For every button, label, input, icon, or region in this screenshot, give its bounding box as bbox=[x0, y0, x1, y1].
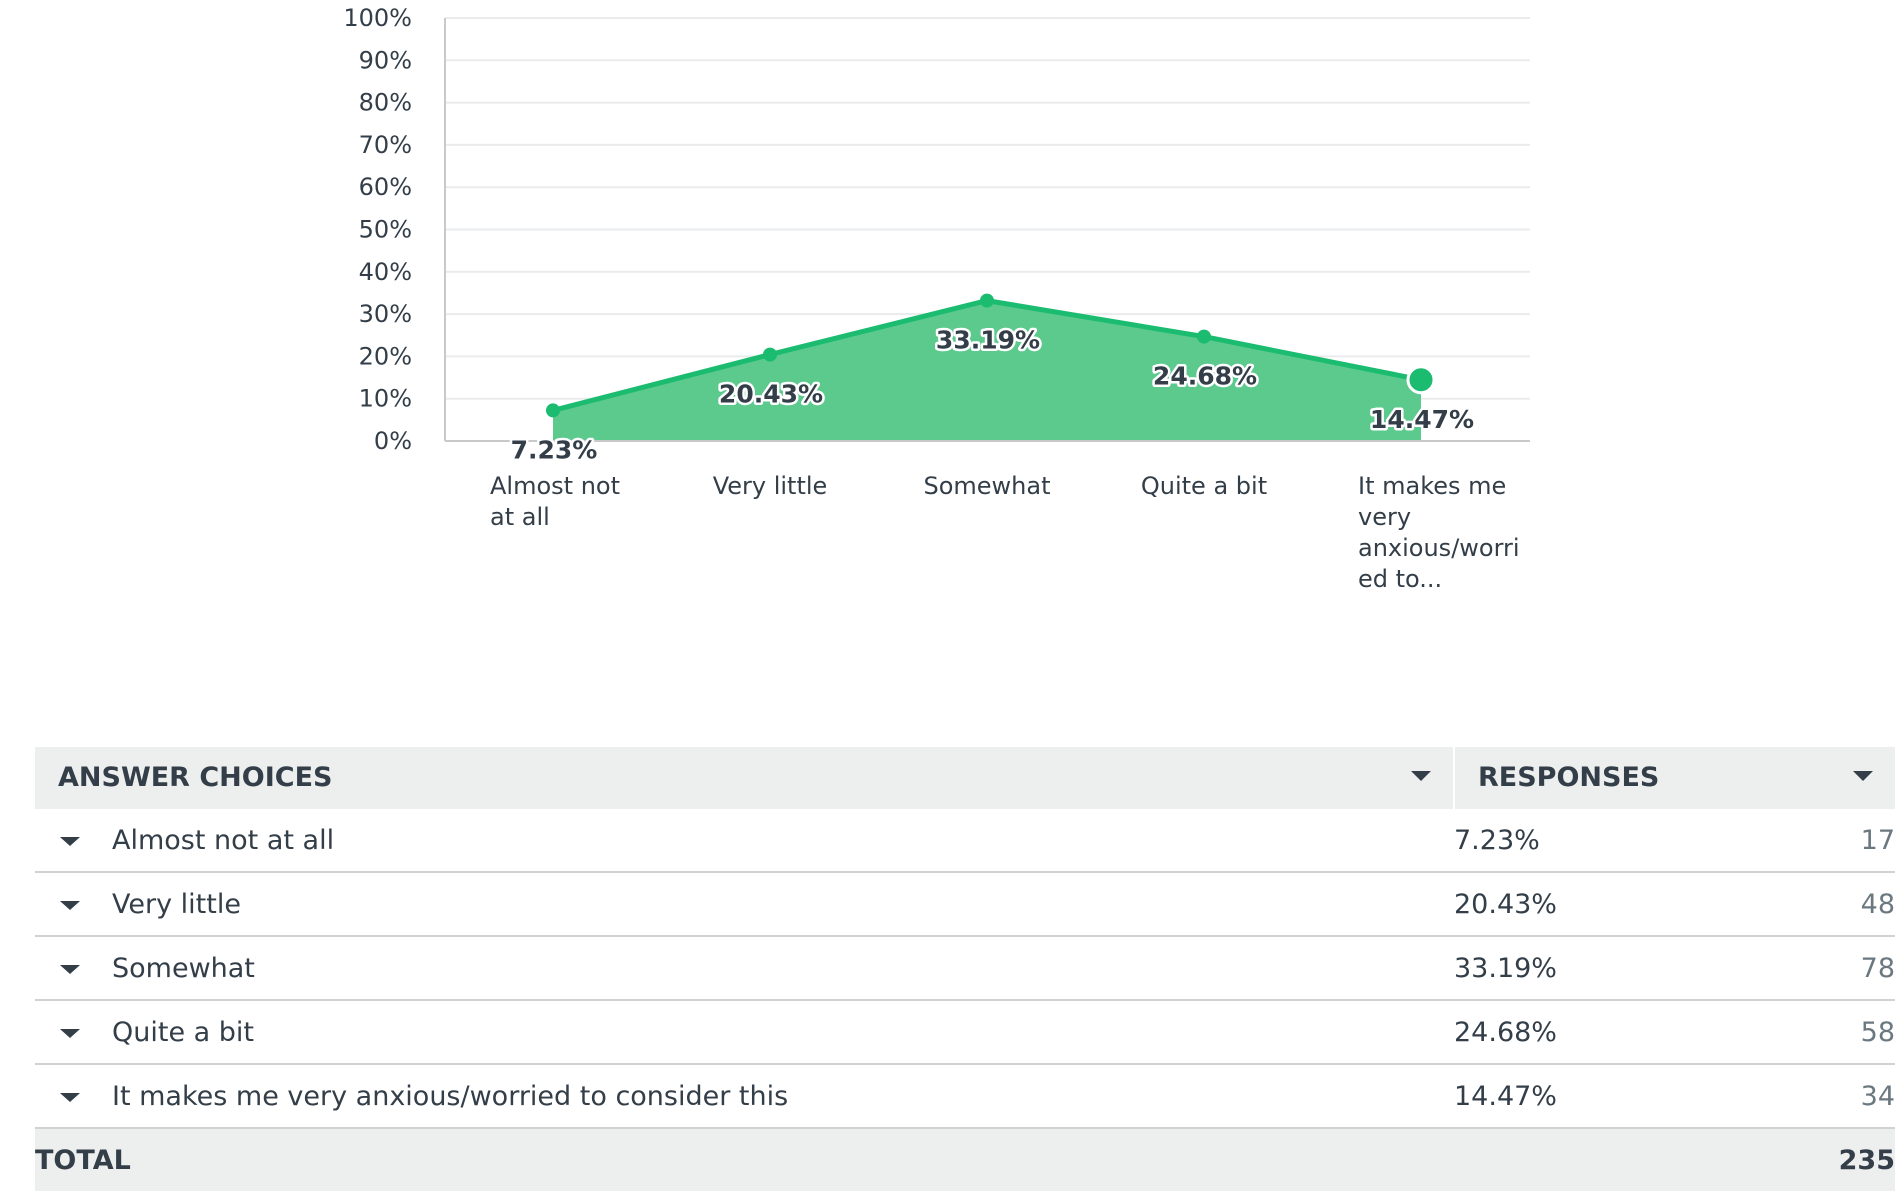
response-percent: 24.68% bbox=[1454, 1000, 1754, 1065]
x-tick-label: Almost not at all bbox=[490, 472, 620, 531]
response-count: 78 bbox=[1754, 936, 1895, 1001]
y-tick-label: 50% bbox=[359, 216, 412, 244]
expand-arrow-icon[interactable] bbox=[60, 1093, 80, 1102]
data-point bbox=[1406, 365, 1436, 395]
data-point bbox=[980, 293, 994, 308]
y-tick-label: 60% bbox=[359, 173, 412, 201]
sort-down-arrow-icon[interactable] bbox=[1853, 771, 1873, 781]
table-row: Quite a bit 24.68% 58 bbox=[35, 1000, 1895, 1065]
area-fill bbox=[553, 300, 1421, 441]
answer-choice-label: Quite a bit bbox=[112, 1016, 255, 1048]
responses-header[interactable]: RESPONSES bbox=[1454, 747, 1895, 809]
answer-choices-header-label: ANSWER CHOICES bbox=[58, 762, 333, 793]
total-row: TOTAL 235 bbox=[35, 1128, 1895, 1191]
y-tick-label: 30% bbox=[359, 300, 412, 328]
response-percent: 33.19% bbox=[1454, 936, 1754, 1001]
y-tick-label: 80% bbox=[359, 89, 412, 117]
response-percent: 20.43% bbox=[1454, 872, 1754, 937]
response-percent: 7.23% bbox=[1454, 809, 1754, 873]
table-header-row: ANSWER CHOICES RESPONSES bbox=[35, 747, 1895, 809]
table-row: Almost not at all 7.23% 17 bbox=[35, 809, 1895, 873]
x-tick-label: Quite a bit bbox=[1141, 472, 1267, 500]
expand-arrow-icon[interactable] bbox=[60, 901, 80, 910]
data-label: 20.43% bbox=[719, 380, 823, 409]
expand-arrow-icon[interactable] bbox=[60, 965, 80, 974]
data-label: 33.19% bbox=[936, 326, 1040, 355]
expand-arrow-icon[interactable] bbox=[60, 1029, 80, 1038]
data-label: 14.47% bbox=[1370, 405, 1474, 434]
y-tick-label: 20% bbox=[359, 342, 412, 370]
x-tick-label: Very little bbox=[713, 472, 828, 500]
data-point bbox=[1197, 329, 1211, 344]
response-percent: 14.47% bbox=[1454, 1064, 1754, 1129]
table-row: Very little 20.43% 48 bbox=[35, 872, 1895, 937]
table-row: Somewhat 33.19% 78 bbox=[35, 936, 1895, 1001]
response-count: 17 bbox=[1754, 809, 1895, 873]
answer-choices-header[interactable]: ANSWER CHOICES bbox=[35, 747, 1455, 809]
responses-header-label: RESPONSES bbox=[1478, 762, 1660, 793]
total-label: TOTAL bbox=[35, 1128, 1454, 1191]
y-tick-label: 100% bbox=[343, 4, 412, 32]
data-point bbox=[546, 403, 560, 418]
expand-arrow-icon[interactable] bbox=[60, 837, 80, 846]
answer-choice-label: Somewhat bbox=[112, 952, 255, 984]
data-label: 7.23% bbox=[511, 435, 598, 464]
y-tick-label: 0% bbox=[374, 427, 412, 455]
data-label: 24.68% bbox=[1153, 362, 1257, 391]
response-count: 58 bbox=[1754, 1000, 1895, 1065]
table-row: It makes me very anxious/worried to cons… bbox=[35, 1064, 1895, 1129]
answer-choice-label: Almost not at all bbox=[112, 824, 335, 856]
sort-down-arrow-icon[interactable] bbox=[1411, 771, 1431, 781]
answer-choice-label: Very little bbox=[112, 888, 241, 920]
y-tick-label: 90% bbox=[359, 46, 412, 74]
total-value: 235 bbox=[1754, 1128, 1895, 1191]
y-tick-label: 70% bbox=[359, 131, 412, 159]
response-count: 34 bbox=[1754, 1064, 1895, 1129]
response-count: 48 bbox=[1754, 872, 1895, 937]
answer-choice-label: It makes me very anxious/worried to cons… bbox=[112, 1080, 789, 1112]
x-tick-label: Somewhat bbox=[923, 472, 1050, 500]
data-point bbox=[763, 347, 777, 362]
responses-table: ANSWER CHOICES RESPONSES Almost not at a… bbox=[35, 747, 1895, 1191]
y-tick-label: 10% bbox=[359, 385, 412, 413]
y-tick-label: 40% bbox=[359, 258, 412, 286]
area-chart: 0% 10% 20% 30% 40% 50% 60% 70% 80% 90% 100% 7.23% 20… bbox=[343, 4, 1530, 593]
x-tick-label: It makes me very anxious/worri ed to... bbox=[1358, 472, 1520, 593]
